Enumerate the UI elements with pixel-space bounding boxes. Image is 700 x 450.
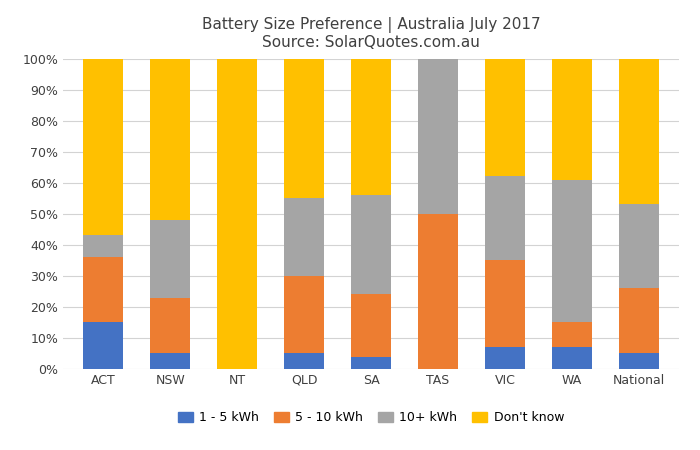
Bar [284, 276, 324, 353]
Bar [83, 58, 123, 235]
Bar [418, 58, 458, 214]
Bar [619, 58, 659, 204]
Bar [351, 356, 391, 369]
Bar [150, 353, 190, 369]
Bar [418, 214, 458, 369]
Bar [83, 322, 123, 369]
Bar [485, 347, 525, 369]
Bar [284, 198, 324, 276]
Bar [150, 297, 190, 353]
Bar [552, 347, 592, 369]
Bar [619, 204, 659, 288]
Bar [284, 353, 324, 369]
Bar [83, 235, 123, 257]
Bar [619, 288, 659, 353]
Bar [351, 58, 391, 195]
Bar [351, 294, 391, 356]
Bar [284, 58, 324, 198]
Bar [485, 58, 525, 176]
Bar [150, 58, 190, 220]
Bar [619, 353, 659, 369]
Bar [552, 58, 592, 180]
Legend: 1 - 5 kWh, 5 - 10 kWh, 10+ kWh, Don't know: 1 - 5 kWh, 5 - 10 kWh, 10+ kWh, Don't kn… [173, 406, 569, 429]
Bar [150, 220, 190, 297]
Bar [217, 58, 257, 369]
Bar [485, 176, 525, 260]
Bar [552, 322, 592, 347]
Bar [83, 257, 123, 322]
Title: Battery Size Preference | Australia July 2017
Source: SolarQuotes.com.au: Battery Size Preference | Australia July… [202, 17, 540, 50]
Bar [552, 180, 592, 322]
Bar [351, 195, 391, 294]
Bar [485, 260, 525, 347]
